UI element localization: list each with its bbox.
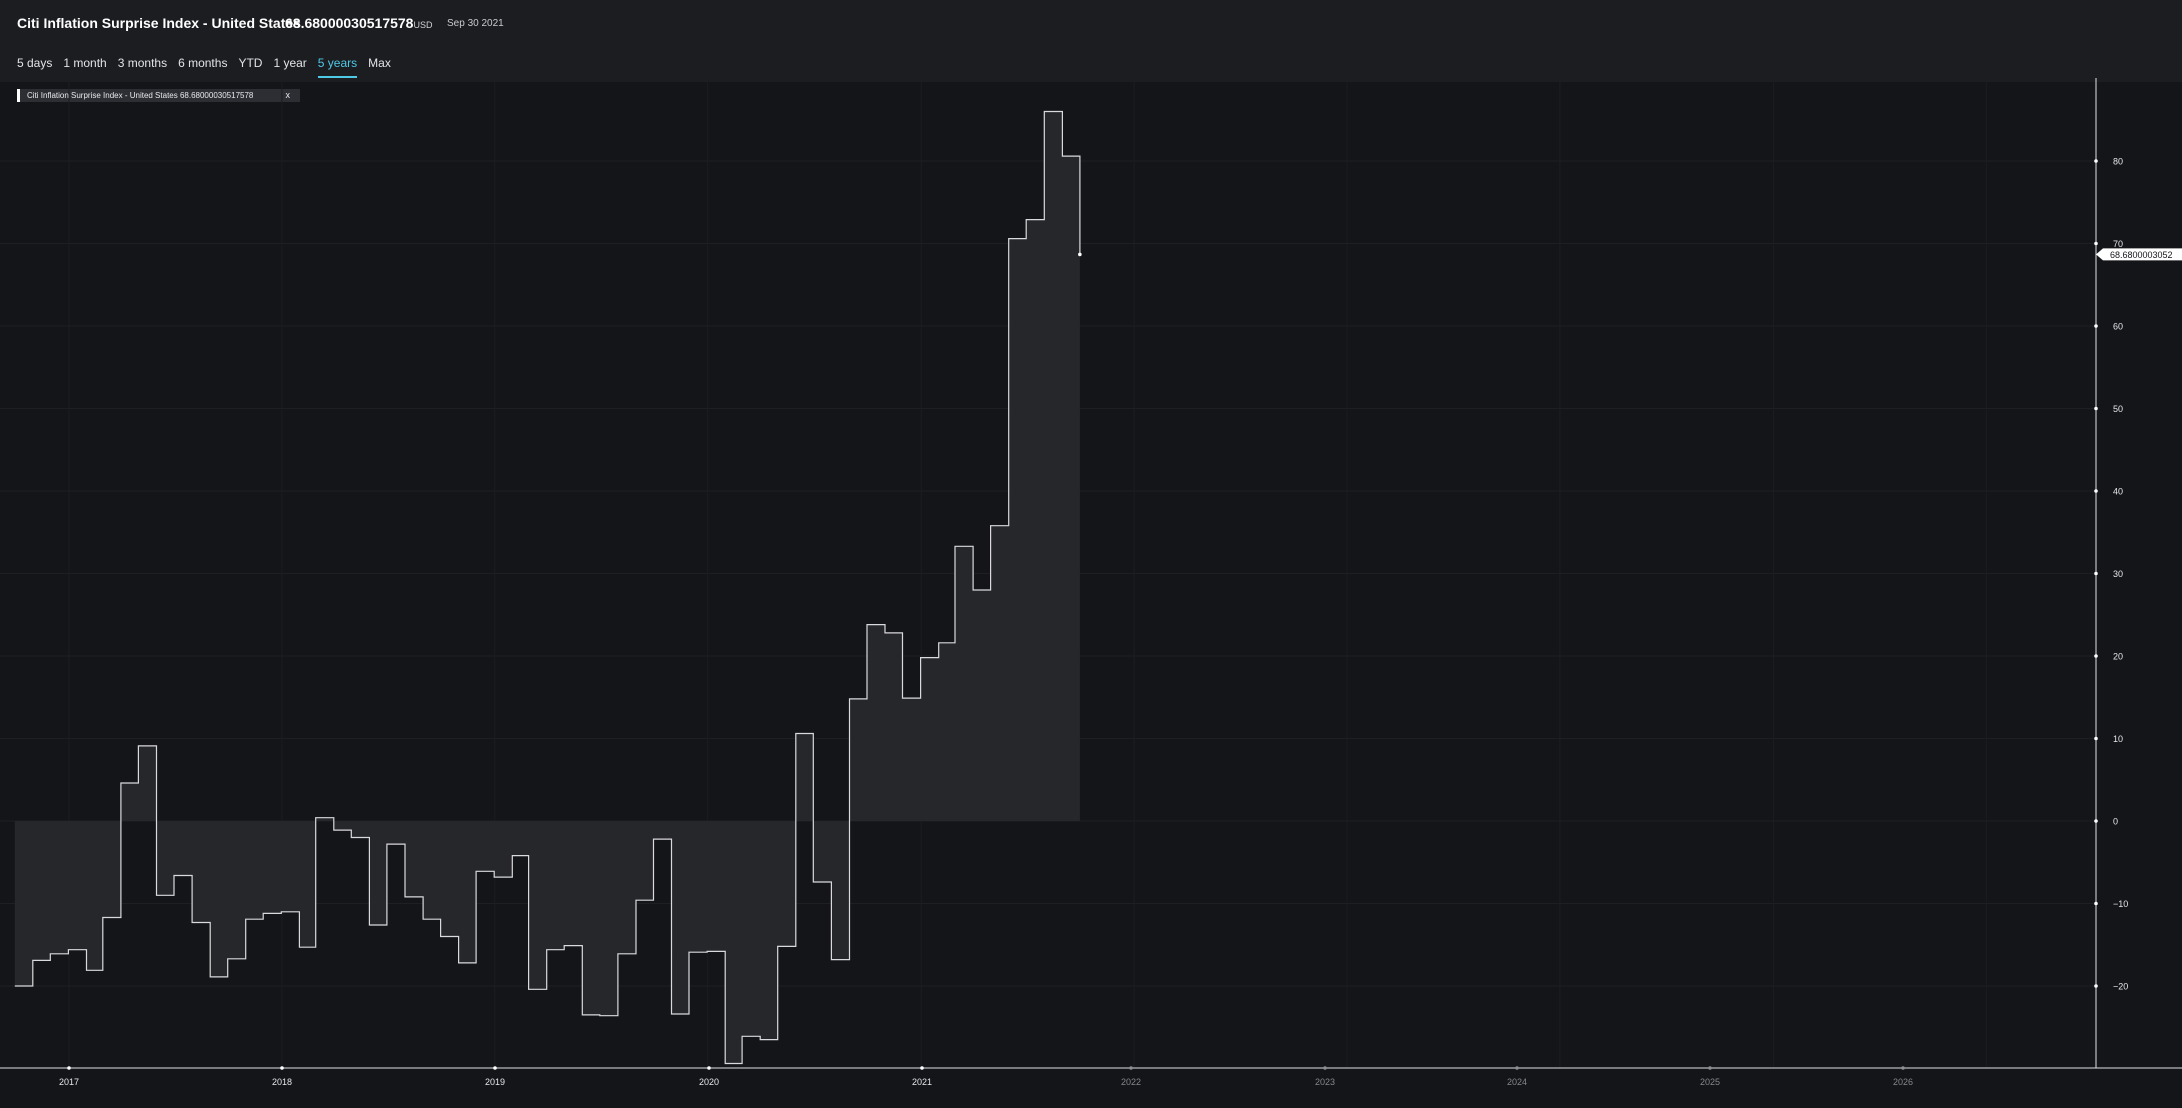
last-value-label: 68.6800003052 — [2110, 250, 2173, 260]
y-axis-tick — [2094, 159, 2098, 163]
x-axis-tick — [1901, 1066, 1905, 1070]
price-value: 68.68000030517578 — [285, 15, 414, 31]
x-axis-tick — [1129, 1066, 1133, 1070]
series-legend[interactable]: Citi Inflation Surprise Index - United S… — [17, 89, 300, 102]
legend-swatch — [17, 89, 20, 102]
x-axis-tick — [1323, 1066, 1327, 1070]
last-value-tag — [2096, 248, 2182, 261]
y-axis-tick — [2094, 241, 2098, 246]
y-axis-tick-label: 70 — [2113, 239, 2123, 249]
page-title: Citi Inflation Surprise Index - United S… — [17, 15, 301, 31]
y-axis-tick-label: 40 — [2113, 487, 2123, 497]
x-axis-tick-label: 2020 — [699, 1077, 719, 1087]
series-area — [14, 111, 1080, 1064]
y-axis-tick-label: 0 — [2113, 817, 2118, 827]
range-button-ytd[interactable]: YTD — [238, 56, 263, 70]
currency-label: USD — [413, 20, 433, 30]
range-button-3-months[interactable]: 3 months — [117, 56, 168, 70]
y-axis-tick-label: 20 — [2113, 652, 2123, 662]
range-button-max[interactable]: Max — [368, 56, 391, 70]
x-axis-tick — [280, 1066, 284, 1070]
range-button-1-year[interactable]: 1 year — [273, 56, 307, 70]
x-axis-tick — [1515, 1066, 1519, 1070]
x-axis-tick — [67, 1066, 71, 1070]
y-axis-tick-label: 80 — [2113, 157, 2123, 167]
y-axis-tick-label: 10 — [2113, 734, 2123, 744]
x-axis-tick — [493, 1066, 497, 1070]
y-axis-tick — [2094, 324, 2098, 328]
series-line[interactable] — [14, 110, 1081, 1065]
range-selector: 5 days 1 month 3 months 6 months YTD 1 year 5 … — [17, 56, 402, 78]
x-axis-tick — [920, 1066, 924, 1070]
current-price: 68.68000030517578USD — [285, 15, 432, 31]
y-axis-tick — [2094, 571, 2098, 576]
x-axis-tick-label: 2021 — [912, 1077, 932, 1087]
y-axis-tick-label: −20 — [2113, 982, 2128, 992]
y-axis-tick-label: 60 — [2113, 322, 2123, 332]
x-axis-tick-label: 2023 — [1315, 1077, 1335, 1087]
y-axis-tick — [2094, 819, 2098, 823]
x-axis-tick-label: 2026 — [1893, 1077, 1913, 1087]
x-axis-tick-label: 2024 — [1507, 1077, 1527, 1087]
x-axis-tick — [1708, 1066, 1712, 1070]
y-axis-tick-label: 30 — [2113, 569, 2123, 579]
x-axis-tick-label: 2022 — [1121, 1077, 1141, 1087]
y-axis-tick — [2094, 901, 2098, 906]
data-point[interactable] — [1078, 252, 1082, 257]
range-button-5-years[interactable]: 5 years — [317, 56, 358, 78]
y-axis-tick-label: −10 — [2113, 899, 2128, 909]
x-axis-tick-label: 2018 — [272, 1077, 292, 1087]
y-axis-tick — [2094, 736, 2098, 741]
range-button-5-days[interactable]: 5 days — [17, 56, 53, 70]
legend-label: Citi Inflation Surprise Index - United S… — [27, 91, 254, 100]
price-date: Sep 30 2021 — [447, 18, 504, 29]
x-axis-tick — [707, 1066, 711, 1070]
x-axis-tick-label: 2025 — [1700, 1077, 1720, 1087]
x-axis-tick-label: 2017 — [59, 1077, 79, 1087]
y-axis-tick — [2094, 654, 2098, 658]
y-axis-tick — [2094, 984, 2098, 988]
legend-close-icon[interactable]: x — [285, 90, 291, 100]
range-button-6-months[interactable]: 6 months — [178, 56, 228, 70]
chart-header: Citi Inflation Surprise Index - United S… — [0, 0, 2182, 82]
y-axis-tick-label: 50 — [2113, 404, 2123, 414]
x-axis-tick-label: 2019 — [485, 1077, 505, 1087]
y-axis-tick — [2094, 489, 2098, 493]
range-button-1-month[interactable]: 1 month — [63, 56, 107, 70]
y-axis-tick — [2094, 406, 2098, 411]
